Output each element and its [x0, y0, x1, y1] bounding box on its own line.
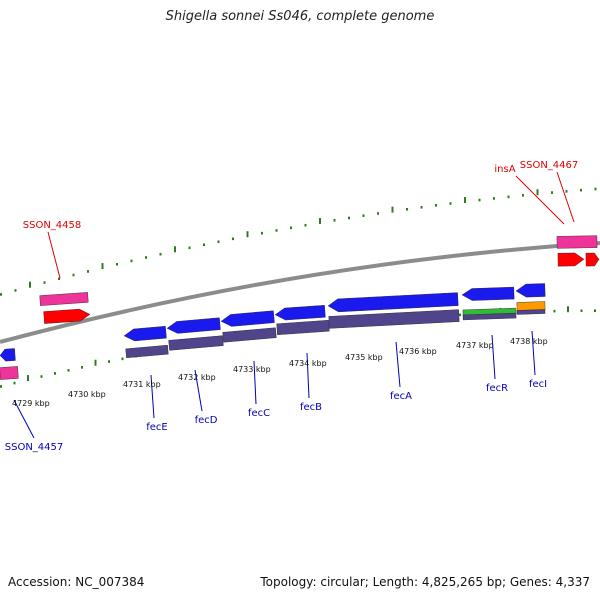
- sson-4458-gene-arrow[interactable]: [43, 308, 91, 324]
- fecr-gene-arrow[interactable]: [461, 286, 515, 301]
- fecd-gene-arrow[interactable]: [166, 317, 221, 335]
- sson-4457-gene-arrow[interactable]: [0, 348, 16, 362]
- scale-label: 4737 kbp: [456, 341, 494, 350]
- fecb-label-line: [306, 352, 310, 399]
- fecb-cds[interactable]: [276, 319, 330, 336]
- feci-label-line: [531, 330, 536, 376]
- feci-gene-arrow[interactable]: [515, 283, 546, 298]
- insa-gene-arrow[interactable]: [557, 252, 585, 267]
- genome-backbone: [0, 241, 600, 344]
- scale-label: 4731 kbp: [123, 380, 161, 389]
- fecb-label[interactable]: fecB: [300, 402, 322, 413]
- topology-text: Topology: circular; Length: 4,825,265 bp…: [260, 575, 590, 589]
- feci-cds[interactable]: [516, 309, 546, 315]
- scale-label: 4733 kbp: [233, 365, 271, 374]
- fecb-gene-arrow[interactable]: [274, 305, 326, 321]
- fece-label-line: [150, 374, 155, 419]
- scale-label: 4729 kbp: [12, 399, 50, 408]
- feci-label[interactable]: fecI: [529, 379, 547, 390]
- fecc-label[interactable]: fecC: [248, 408, 270, 419]
- insa-label[interactable]: insA: [494, 164, 515, 175]
- feca-cds[interactable]: [328, 309, 460, 329]
- fecr-cds[interactable]: [462, 312, 517, 321]
- sson-4458-cds[interactable]: [39, 292, 89, 306]
- fecc-cds[interactable]: [222, 327, 277, 343]
- scale-label: 4735 kbp: [345, 353, 383, 362]
- feca-label-line: [395, 341, 401, 388]
- fecc-gene-arrow[interactable]: [220, 310, 275, 328]
- fece-gene-arrow[interactable]: [123, 325, 167, 342]
- fecr-label-line: [491, 334, 496, 380]
- gene-features[interactable]: [0, 235, 600, 380]
- fece-cds[interactable]: [125, 344, 169, 359]
- map-title: Shigella sonnei Ss046, complete genome: [165, 9, 435, 24]
- fece-label[interactable]: fecE: [146, 422, 168, 433]
- sson-4457-cds[interactable]: [0, 366, 19, 380]
- sson-4467-label[interactable]: SSON_4467: [520, 160, 579, 171]
- fecd-cds[interactable]: [168, 335, 224, 351]
- sson-4458-label-line: [47, 231, 61, 279]
- sson-4467-gene-arrow[interactable]: [585, 252, 600, 267]
- feca-label[interactable]: fecA: [390, 391, 412, 402]
- scale-label: 4734 kbp: [289, 359, 327, 368]
- scale-label: 4736 kbp: [399, 347, 437, 356]
- sson-4458-label[interactable]: SSON_4458: [23, 220, 82, 231]
- sson-4457-label[interactable]: SSON_4457: [5, 442, 64, 453]
- sson-4467-label-line: [556, 171, 575, 223]
- sson-4467-cds[interactable]: [556, 235, 598, 249]
- insa-label-line: [515, 175, 565, 225]
- feci-orange-feature[interactable]: [516, 301, 546, 311]
- fecc-label-line: [253, 360, 257, 405]
- gene-label-callouts: SSON_4458 insA SSON_4467 SSON_4457 fecE fecD f…: [5, 160, 579, 453]
- sson-4457-label-line: [13, 399, 35, 439]
- scale-label: 4738 kbp: [510, 337, 548, 346]
- fecr-label[interactable]: fecR: [486, 383, 508, 394]
- feca-gene-arrow[interactable]: [327, 292, 459, 313]
- fecd-label-line: [194, 369, 203, 412]
- accession-text: Accession: NC_007384: [8, 575, 145, 589]
- upper-tick-track: [0, 187, 597, 296]
- scale-label: 4730 kbp: [68, 390, 106, 399]
- scale-label: 4732 kbp: [178, 373, 216, 382]
- fecd-label[interactable]: fecD: [195, 415, 218, 426]
- scale-labels: 4729 kbp 4730 kbp 4731 kbp 4732 kbp 4733 kbp…: [12, 337, 548, 408]
